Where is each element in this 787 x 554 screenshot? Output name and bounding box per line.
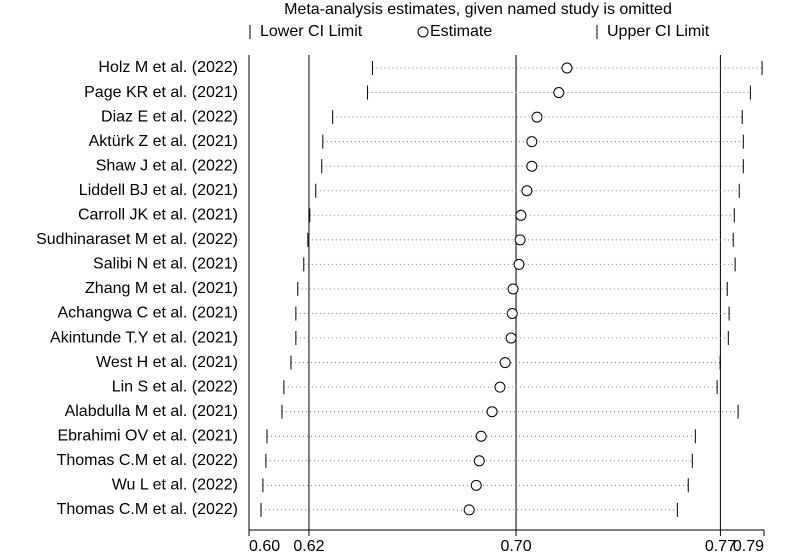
row-label: Thomas C.M et al. (2022) <box>57 501 238 518</box>
x-tick-label: 0.77 <box>705 538 736 554</box>
estimate <box>513 258 525 270</box>
row-label: Zhang M et al. (2021) <box>85 280 238 297</box>
x-tick-label: 0.60 <box>249 538 280 554</box>
row-label: Akintunde T.Y et al. (2021) <box>50 329 238 346</box>
estimate <box>494 381 506 393</box>
legend-label: Estimate <box>430 23 492 40</box>
x-tick-label: 0.62 <box>293 538 324 554</box>
row-label: Ebrahimi OV et al. (2021) <box>57 427 238 444</box>
estimate <box>475 430 487 442</box>
estimate <box>506 308 518 319</box>
row-label: Achangwa C et al. (2021) <box>57 305 238 322</box>
estimate <box>514 234 526 246</box>
x-tick-label: 0.70 <box>500 538 531 554</box>
estimate <box>505 332 517 344</box>
row-label: West H et al. (2021) <box>96 354 238 371</box>
row-label: Alabdulla M et al. (2021) <box>65 403 238 420</box>
estimate <box>463 504 475 516</box>
row-label: Holz M et al. (2022) <box>98 59 238 76</box>
estimate <box>486 406 498 418</box>
row-label: Carroll JK et al. (2021) <box>78 207 238 224</box>
estimate <box>561 62 573 74</box>
x-tick-label: 0.79 <box>733 538 764 554</box>
legend-marker <box>417 26 429 38</box>
estimate <box>515 209 527 221</box>
row-label: Liddell BJ et al. (2021) <box>79 182 238 199</box>
row-label: Salibi N et al. (2021) <box>93 256 238 273</box>
estimate <box>526 160 538 172</box>
estimate <box>531 111 543 123</box>
row-label: Sudhinaraset M et al. (2022) <box>36 231 238 248</box>
row-label: Lin S et al. (2022) <box>112 378 238 395</box>
estimate <box>526 136 538 148</box>
estimate <box>521 185 533 197</box>
estimate <box>553 87 565 99</box>
row-label: Thomas C.M et al. (2022) <box>57 452 238 469</box>
estimate <box>499 357 511 369</box>
row-label: Page KR et al. (2021) <box>84 84 238 101</box>
estimate <box>507 283 519 295</box>
chart-title: Meta-analysis estimates, given named stu… <box>284 1 672 18</box>
row-label: Wu L et al. (2022) <box>112 477 238 494</box>
legend-label: Upper CI Limit <box>607 23 710 40</box>
row-label: Aktürk Z et al. (2021) <box>89 133 238 150</box>
estimate <box>473 455 485 467</box>
row-label: Diaz E et al. (2022) <box>101 108 238 125</box>
estimate <box>470 479 482 491</box>
legend-label: Lower CI Limit <box>260 23 363 40</box>
row-label: Shaw J et al. (2022) <box>96 157 238 174</box>
